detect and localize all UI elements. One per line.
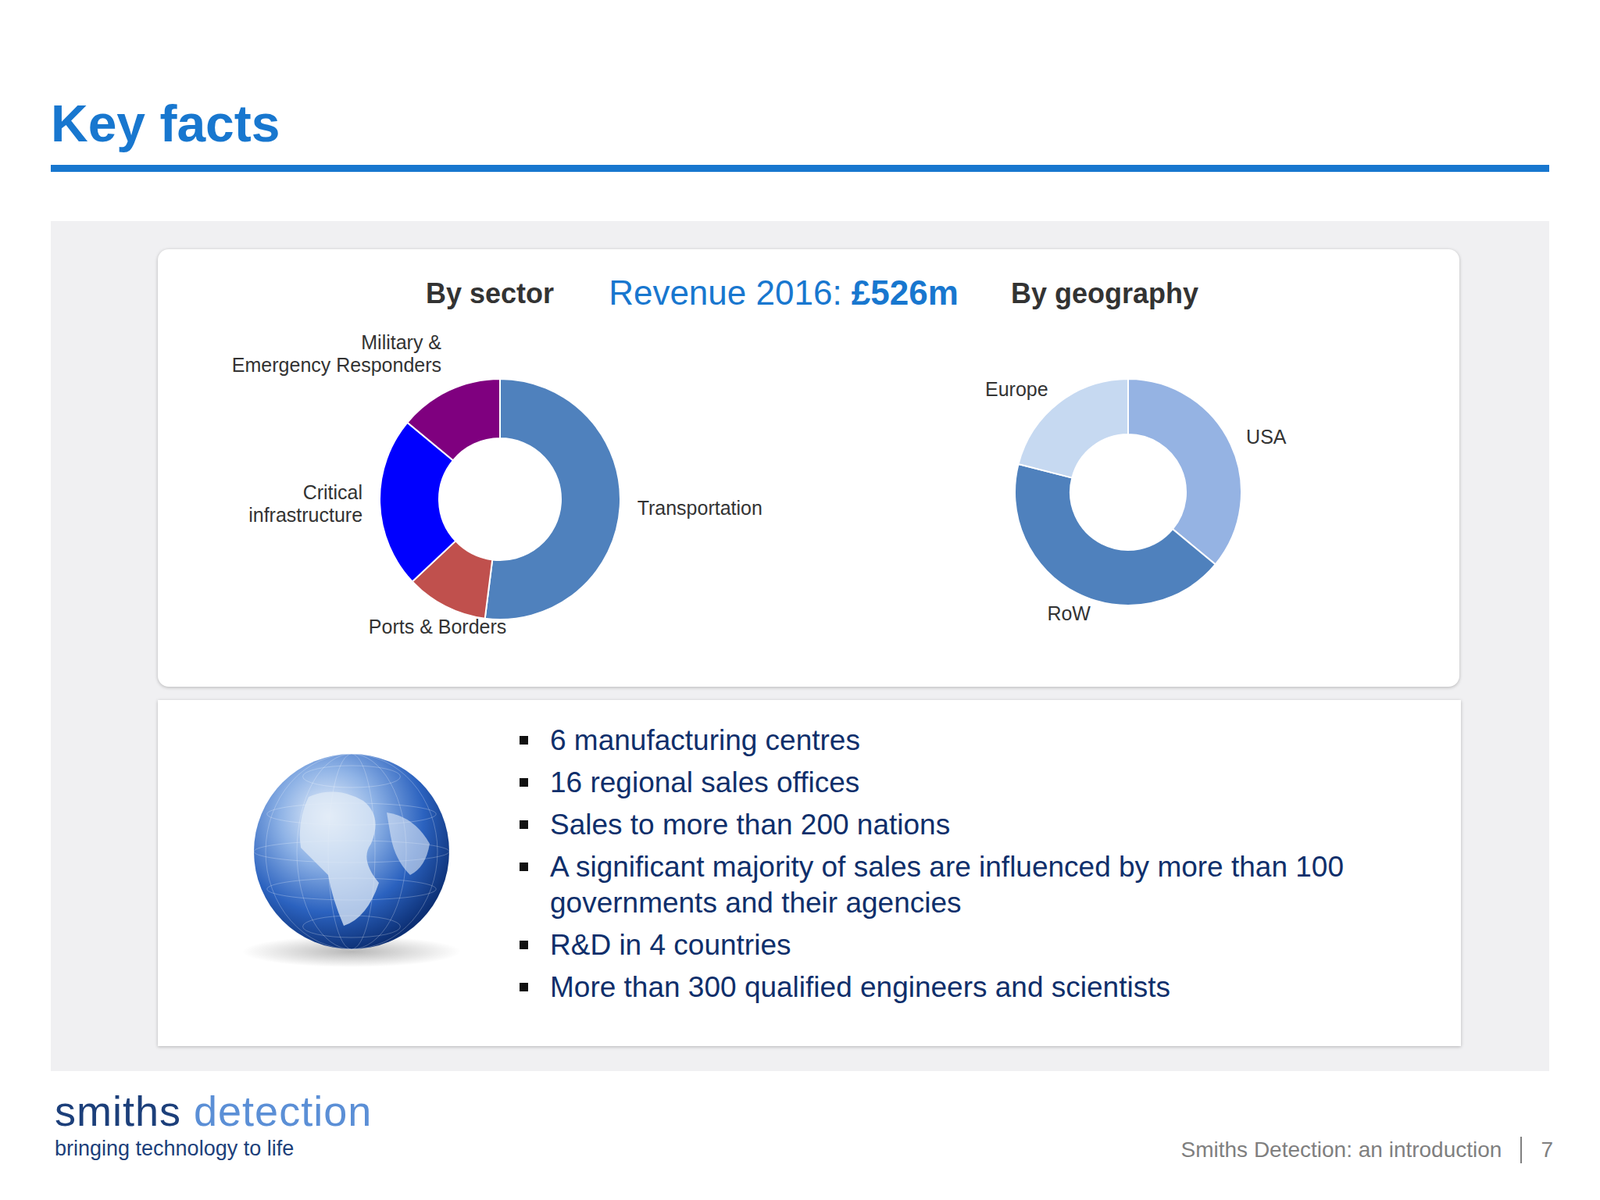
html-text:Revenue 2016: £526m: Revenue 2016: £526m bbox=[608, 273, 959, 312]
html-text:16 regional sales offices: 16 regional sales offices bbox=[550, 766, 860, 799]
html-text:By sector: By sector bbox=[425, 277, 554, 310]
svg-text:RoW: RoW bbox=[1046, 602, 1091, 625]
html-text:By geography: By geography bbox=[1010, 277, 1199, 310]
svg-text:Military &Emergency Responders: Military &Emergency Responders bbox=[232, 331, 443, 376]
html-text:Smiths Detection: an introduct: Smiths Detection: an introduction bbox=[1180, 1137, 1502, 1162]
html-text:bringing technology to life: bringing technology to life bbox=[54, 1136, 294, 1161]
html-text:Sales to more than 200 nations: Sales to more than 200 nations bbox=[550, 808, 951, 841]
svg-text:Transportation: Transportation bbox=[637, 496, 763, 519]
html-text:More than 300 qualified engine: More than 300 qualified engineers and sc… bbox=[550, 971, 1171, 1004]
svg-text:Ports & Borders: Ports & Borders bbox=[368, 615, 507, 638]
html-text:R&D in 4 countries: R&D in 4 countries bbox=[550, 928, 792, 961]
svg-text:USA: USA bbox=[1246, 425, 1287, 448]
html-text:6 manufacturing centres: 6 manufacturing centres bbox=[550, 724, 861, 757]
svg-text:Criticalinfrastructure: Criticalinfrastructure bbox=[248, 481, 363, 526]
html-text:Key facts: Key facts bbox=[50, 94, 281, 153]
html-text:A significant majority of sale: A significant majority of sales are infl… bbox=[550, 850, 1344, 919]
svg-text:Europe: Europe bbox=[985, 378, 1049, 400]
html-text:7: 7 bbox=[1540, 1137, 1554, 1162]
html-text:smiths detection: smiths detection bbox=[54, 1087, 373, 1135]
